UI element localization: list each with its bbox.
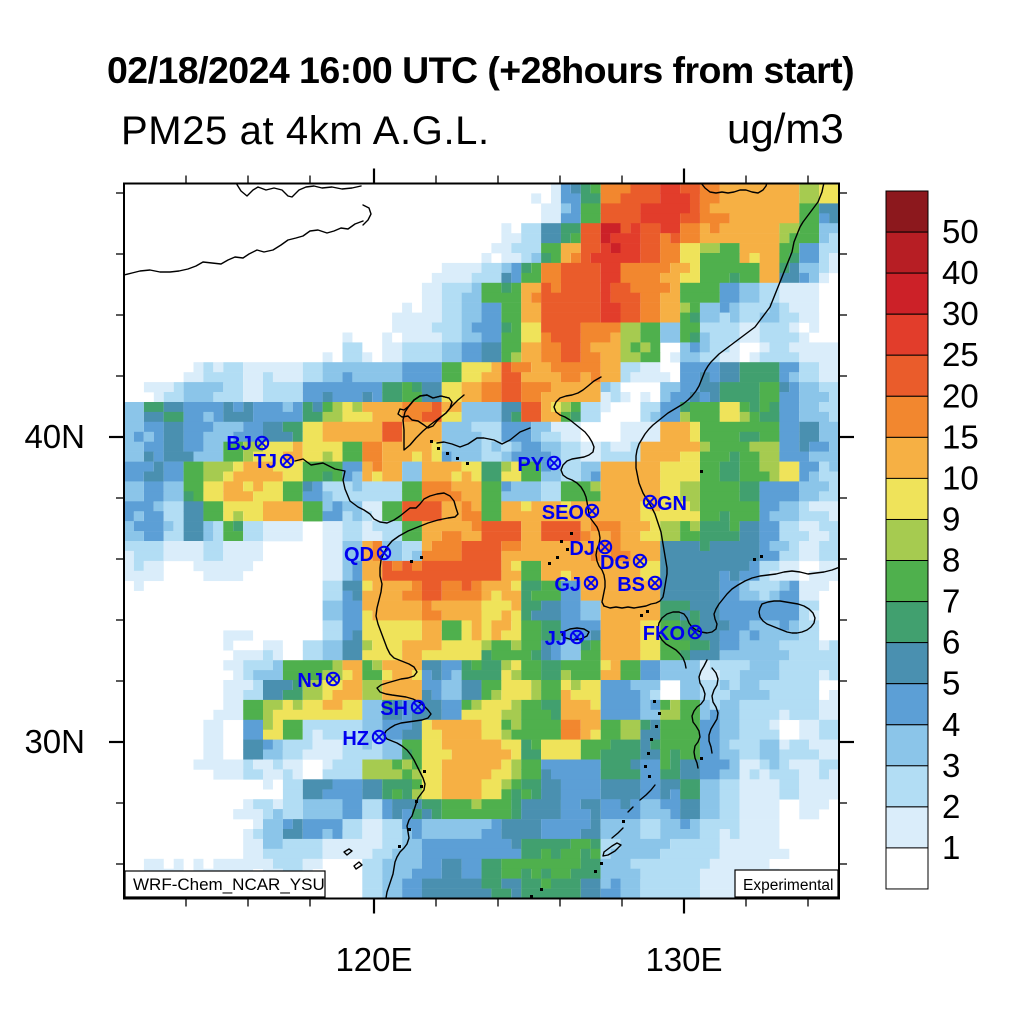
svg-text:ug/m3: ug/m3: [727, 105, 844, 152]
svg-text:40: 40: [942, 254, 979, 291]
svg-text:SH: SH: [380, 698, 408, 720]
svg-text:HZ: HZ: [342, 728, 369, 750]
svg-text:6: 6: [942, 624, 960, 661]
svg-text:8: 8: [942, 542, 960, 579]
svg-text:9: 9: [942, 501, 960, 538]
svg-text:DG: DG: [600, 552, 630, 574]
svg-text:130E: 130E: [645, 941, 722, 978]
svg-text:WRF-Chem_NCAR_YSU: WRF-Chem_NCAR_YSU: [133, 875, 325, 894]
svg-text:SEO: SEO: [542, 502, 584, 524]
svg-text:PY: PY: [517, 454, 544, 476]
svg-text:Experimental: Experimental: [743, 877, 833, 894]
svg-text:BS: BS: [617, 574, 645, 596]
svg-text:40N: 40N: [24, 418, 85, 455]
svg-text:02/18/2024 16:00 UTC (+28hours: 02/18/2024 16:00 UTC (+28hours from star…: [107, 49, 854, 91]
svg-text:PM25 at 4km A.G.L.: PM25 at 4km A.G.L.: [121, 109, 490, 153]
svg-text:4: 4: [942, 706, 960, 743]
svg-text:NJ: NJ: [297, 670, 323, 692]
svg-text:1: 1: [942, 829, 960, 866]
svg-text:GN: GN: [657, 493, 687, 515]
svg-text:BJ: BJ: [226, 433, 252, 455]
svg-text:120E: 120E: [335, 941, 412, 978]
svg-text:2: 2: [942, 788, 960, 825]
svg-text:10: 10: [942, 459, 979, 496]
svg-text:TJ: TJ: [254, 451, 277, 473]
svg-text:3: 3: [942, 747, 960, 784]
svg-text:QD: QD: [344, 544, 374, 566]
svg-text:7: 7: [942, 583, 960, 620]
svg-text:FKO: FKO: [643, 623, 685, 645]
svg-text:GJ: GJ: [554, 574, 581, 596]
svg-text:20: 20: [942, 377, 979, 414]
svg-text:JJ: JJ: [545, 628, 567, 650]
svg-text:25: 25: [942, 336, 979, 373]
svg-text:DJ: DJ: [569, 538, 595, 560]
svg-text:50: 50: [942, 213, 979, 250]
svg-text:30N: 30N: [24, 723, 85, 760]
svg-text:15: 15: [942, 418, 979, 455]
svg-text:5: 5: [942, 665, 960, 702]
svg-text:30: 30: [942, 295, 979, 332]
